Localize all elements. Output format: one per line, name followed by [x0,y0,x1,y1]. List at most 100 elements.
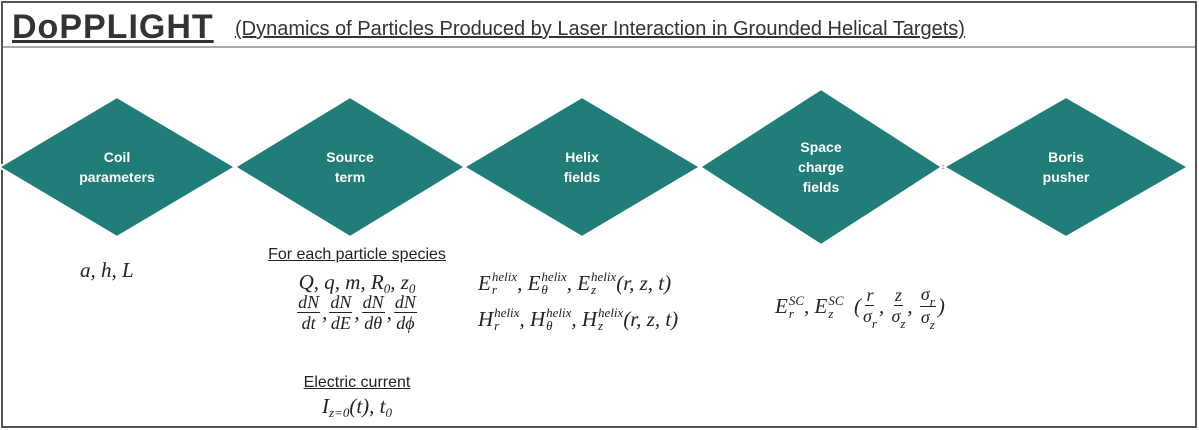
scripts: helix r [494,306,519,332]
fraction: dN dt [297,292,321,333]
denominator: σr [863,306,877,331]
math-text: , [517,270,528,295]
denominator: σz [891,306,906,331]
superscript: helix [494,305,520,320]
math-text: H [581,306,598,331]
node-label: term [335,169,365,185]
diamond [0,95,237,239]
node-label: Coil [104,149,130,165]
node-label: Space [800,139,841,155]
superscript: helix [598,305,624,320]
scripts: helix r [492,270,517,296]
math-text: , [519,306,530,331]
math-text: σ [863,306,872,326]
math-text: σ [920,284,930,304]
fraction: r σr [863,285,877,331]
subscript: 0 [383,280,391,296]
math-text: dN [330,292,352,312]
source-distributions: dN dt, dN dE, dN dθ, dN dϕ [295,292,419,333]
numerator: r [865,285,875,306]
denominator: dE [331,313,351,333]
numerator: z [893,285,903,306]
subscript: 0 [408,280,416,296]
space-charge-fields: E SC r, E SC z (r σr, z σz, σr σz) [775,284,945,332]
math-text: a, h, L [80,258,134,282]
math-text: r [866,285,874,305]
math-text: dt [301,313,316,333]
diamond [233,95,467,239]
math-text: , [878,294,890,318]
math-text: , [566,270,578,295]
title: DoPPLIGHT [12,8,214,46]
fraction: dN dθ [361,292,385,333]
superscript: helix [491,269,518,284]
diamond [462,95,702,239]
math-text: , [571,306,582,331]
math-text: H [529,306,546,331]
node: Source term [233,95,467,239]
numerator: dN [297,292,321,313]
fraction: σr σz [919,284,936,332]
denominator: dt [302,313,316,333]
node: Coil parameters [0,95,237,239]
scripts: helix z [591,270,616,296]
denominator: σz [920,307,935,332]
node-label: fields [564,169,601,185]
math-text: (r, z, t) [616,270,672,295]
subtitle: (Dynamics of Particles Produced by Laser… [235,18,965,40]
node: Space charge fields [698,87,944,247]
math-text: ) [937,294,945,318]
superscript: SC [828,292,844,308]
superscript: SC [788,292,804,308]
math-text: E [577,270,591,295]
subscript: z [591,282,597,297]
current-heading: Electric current [303,374,411,391]
math-text: z [400,270,409,294]
numerator: σr [919,284,936,309]
denominator: dθ [364,313,382,333]
math-text: dθ [364,313,383,333]
math-text: t [379,394,386,418]
math-text: , [322,300,328,324]
math-text: H [478,306,494,331]
subscript: 0 [385,404,393,420]
scripts: SC r [789,294,804,320]
math-text: dN [298,292,320,312]
subscript: θ [541,282,548,297]
numerator: dN [393,292,417,313]
math-text: σ [920,307,930,327]
subscript: z [598,318,604,333]
math-text: R [370,270,384,294]
node-label: Source [326,149,374,165]
math-text: , [386,300,392,324]
fraction: dN dE [329,292,353,333]
superscript: helix [546,305,572,320]
superscript: helix [591,269,617,284]
math-text: (t), [349,394,380,418]
node: Helix fields [462,95,702,239]
subscript: r [929,294,935,309]
coil-vars: a, h, L [80,258,134,283]
node-label: charge [798,159,844,175]
math-text: dN [394,292,416,312]
subscript: z [929,317,935,332]
math-text: , [354,300,360,324]
math-text: E [478,270,491,295]
subscript: z [900,316,906,331]
math-text: , [390,270,401,294]
node-label: fields [803,179,840,195]
math-text: dE [330,313,351,333]
math-text: , [804,294,815,318]
subscript: z=0 [328,404,350,420]
math-text: σ [891,306,901,326]
subscript: r [494,318,500,333]
math-text: Q, q, m, [298,270,371,294]
math-text: dN [362,292,384,312]
scripts: helix z [598,306,623,332]
math-text: , [907,294,918,318]
diamond [941,95,1191,239]
